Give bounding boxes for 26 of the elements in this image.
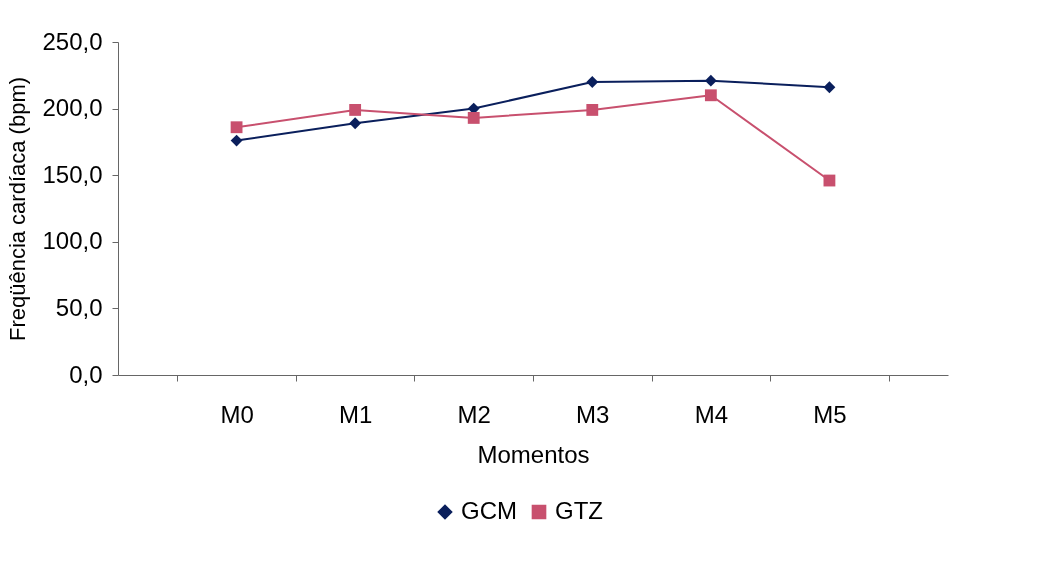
point: [349, 104, 362, 116]
legend-label: GCM: [461, 497, 517, 524]
x-tick-label: M3: [576, 400, 610, 428]
x-tick-label: M4: [694, 400, 729, 428]
point: [230, 121, 243, 134]
y-tick-label: 250,0: [42, 27, 103, 55]
y-tick-label: 0,0: [69, 360, 103, 388]
x-tick-label: M1: [338, 400, 373, 428]
y-tick-label: 200,0: [42, 94, 103, 122]
x-tick-label: M0: [220, 400, 254, 428]
point: [704, 74, 717, 87]
x-axis-title: Momentos: [477, 440, 590, 468]
point: [704, 89, 717, 102]
x-tick-label: M5: [813, 400, 847, 428]
y-axis-title: Freqüência cardíaca (bpm): [5, 76, 31, 342]
point: [349, 117, 362, 130]
point: [586, 104, 599, 116]
point: [230, 134, 243, 147]
y-tick-label: 100,0: [42, 227, 103, 255]
x-tick-label: M2: [457, 400, 491, 428]
y-tick-label: 150,0: [42, 160, 103, 188]
y-tick-label: 50,0: [55, 293, 103, 321]
point: [823, 81, 836, 94]
legend-label: GTZ: [555, 497, 603, 524]
point: [586, 76, 599, 88]
point: [467, 112, 480, 124]
